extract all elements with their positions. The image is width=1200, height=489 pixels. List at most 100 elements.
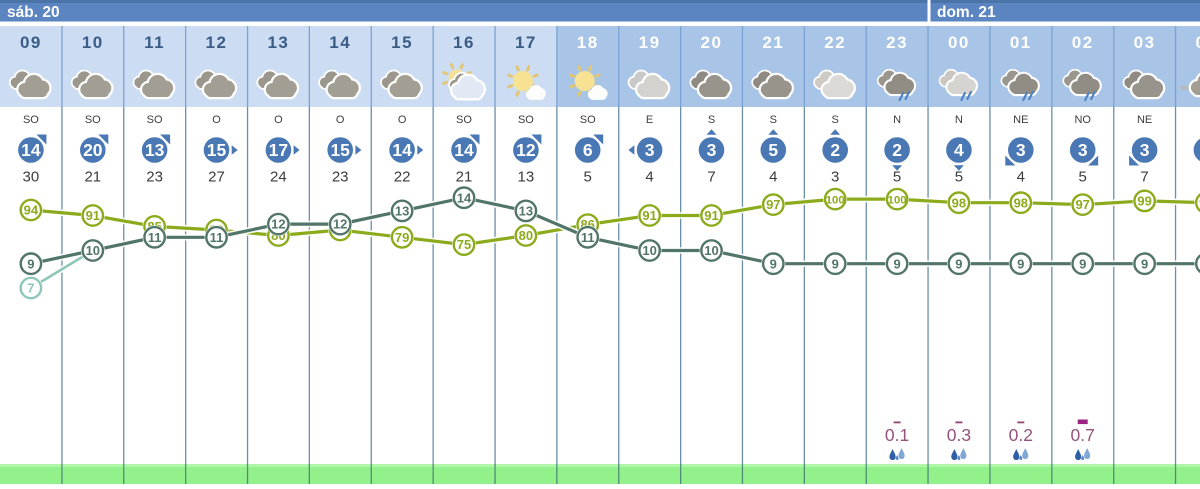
svg-text:7: 7 [707,169,715,186]
svg-text:10: 10 [642,243,656,258]
svg-text:04: 04 [1195,33,1200,52]
svg-text:5: 5 [584,169,592,186]
svg-text:SO: SO [147,114,163,126]
svg-text:03: 03 [1134,33,1156,52]
svg-text:21: 21 [762,33,784,52]
svg-text:13: 13 [395,204,409,219]
svg-text:13: 13 [518,169,535,186]
svg-text:11: 11 [148,230,162,245]
svg-text:20: 20 [701,33,723,52]
svg-text:100: 100 [826,195,845,207]
svg-text:24: 24 [270,169,287,186]
svg-text:14: 14 [329,33,351,52]
svg-text:0.1: 0.1 [885,425,909,445]
svg-text:4: 4 [1017,169,1025,186]
svg-text:100: 100 [888,195,907,207]
svg-text:9: 9 [1141,256,1148,271]
svg-text:12: 12 [333,217,347,232]
svg-text:11: 11 [581,230,595,245]
svg-text:4: 4 [954,140,964,160]
svg-text:98: 98 [952,195,966,210]
svg-text:18: 18 [577,33,599,52]
svg-text:11: 11 [144,33,165,52]
svg-text:97: 97 [1075,197,1089,212]
svg-text:14: 14 [457,190,472,205]
svg-text:S: S [708,114,715,126]
svg-text:3: 3 [645,140,655,160]
svg-text:5: 5 [893,169,901,186]
svg-text:SO: SO [518,114,534,126]
svg-text:22: 22 [394,169,411,186]
svg-text:9: 9 [1079,256,1086,271]
svg-text:17: 17 [515,33,537,52]
svg-text:14: 14 [21,140,41,160]
svg-text:97: 97 [766,197,780,212]
svg-text:O: O [398,114,407,126]
svg-text:NE: NE [1137,114,1152,126]
svg-text:2: 2 [892,140,902,160]
svg-text:80: 80 [519,228,533,243]
svg-text:94: 94 [24,203,39,218]
svg-text:14: 14 [454,140,474,160]
svg-text:5: 5 [955,169,963,186]
svg-text:sáb. 20: sáb. 20 [7,4,60,21]
svg-text:7: 7 [27,281,34,296]
svg-text:00: 00 [948,33,970,52]
svg-text:SO: SO [580,114,596,126]
svg-text:10: 10 [86,243,100,258]
svg-text:19: 19 [639,33,661,52]
svg-text:E: E [646,114,653,126]
svg-text:O: O [336,114,345,126]
svg-text:0.3: 0.3 [947,425,971,445]
svg-text:SO: SO [456,114,472,126]
svg-text:N: N [893,114,901,126]
svg-text:10: 10 [704,243,718,258]
svg-text:3: 3 [831,169,839,186]
svg-text:01: 01 [1010,33,1032,52]
svg-text:9: 9 [770,256,777,271]
svg-text:23: 23 [146,169,163,186]
svg-text:4: 4 [769,169,777,186]
svg-text:5: 5 [768,140,778,160]
svg-text:75: 75 [457,237,471,252]
svg-text:14: 14 [392,140,412,160]
svg-text:91: 91 [704,208,718,223]
svg-text:20: 20 [83,140,103,160]
svg-text:NE: NE [1013,114,1028,126]
svg-text:O: O [274,114,283,126]
svg-text:09: 09 [20,33,42,52]
svg-text:5: 5 [1079,169,1087,186]
svg-text:30: 30 [23,169,40,186]
svg-text:11: 11 [210,230,224,245]
svg-text:91: 91 [86,208,100,223]
svg-text:O: O [212,114,221,126]
svg-text:3: 3 [707,140,717,160]
svg-text:4: 4 [645,169,653,186]
svg-text:NO: NO [1074,114,1091,126]
svg-text:13: 13 [267,33,289,52]
svg-text:7: 7 [1140,169,1148,186]
svg-text:SO: SO [23,114,39,126]
svg-text:SO: SO [85,114,101,126]
svg-text:21: 21 [84,169,101,186]
svg-text:15: 15 [207,140,227,160]
svg-text:9: 9 [832,256,839,271]
svg-text:6: 6 [583,140,593,160]
svg-text:dom. 21: dom. 21 [937,4,996,21]
svg-text:3: 3 [1016,140,1026,160]
svg-text:27: 27 [208,169,225,186]
svg-text:9: 9 [1017,256,1024,271]
svg-text:15: 15 [391,33,413,52]
svg-text:3: 3 [1078,140,1088,160]
svg-text:98: 98 [1014,195,1028,210]
svg-text:S: S [770,114,777,126]
svg-text:15: 15 [330,140,350,160]
svg-text:3: 3 [1140,140,1150,160]
svg-text:9: 9 [955,256,962,271]
svg-text:10: 10 [82,33,104,52]
svg-text:99: 99 [1137,194,1151,209]
svg-text:12: 12 [206,33,228,52]
svg-text:02: 02 [1072,33,1094,52]
svg-text:9: 9 [27,256,34,271]
svg-text:22: 22 [824,33,846,52]
